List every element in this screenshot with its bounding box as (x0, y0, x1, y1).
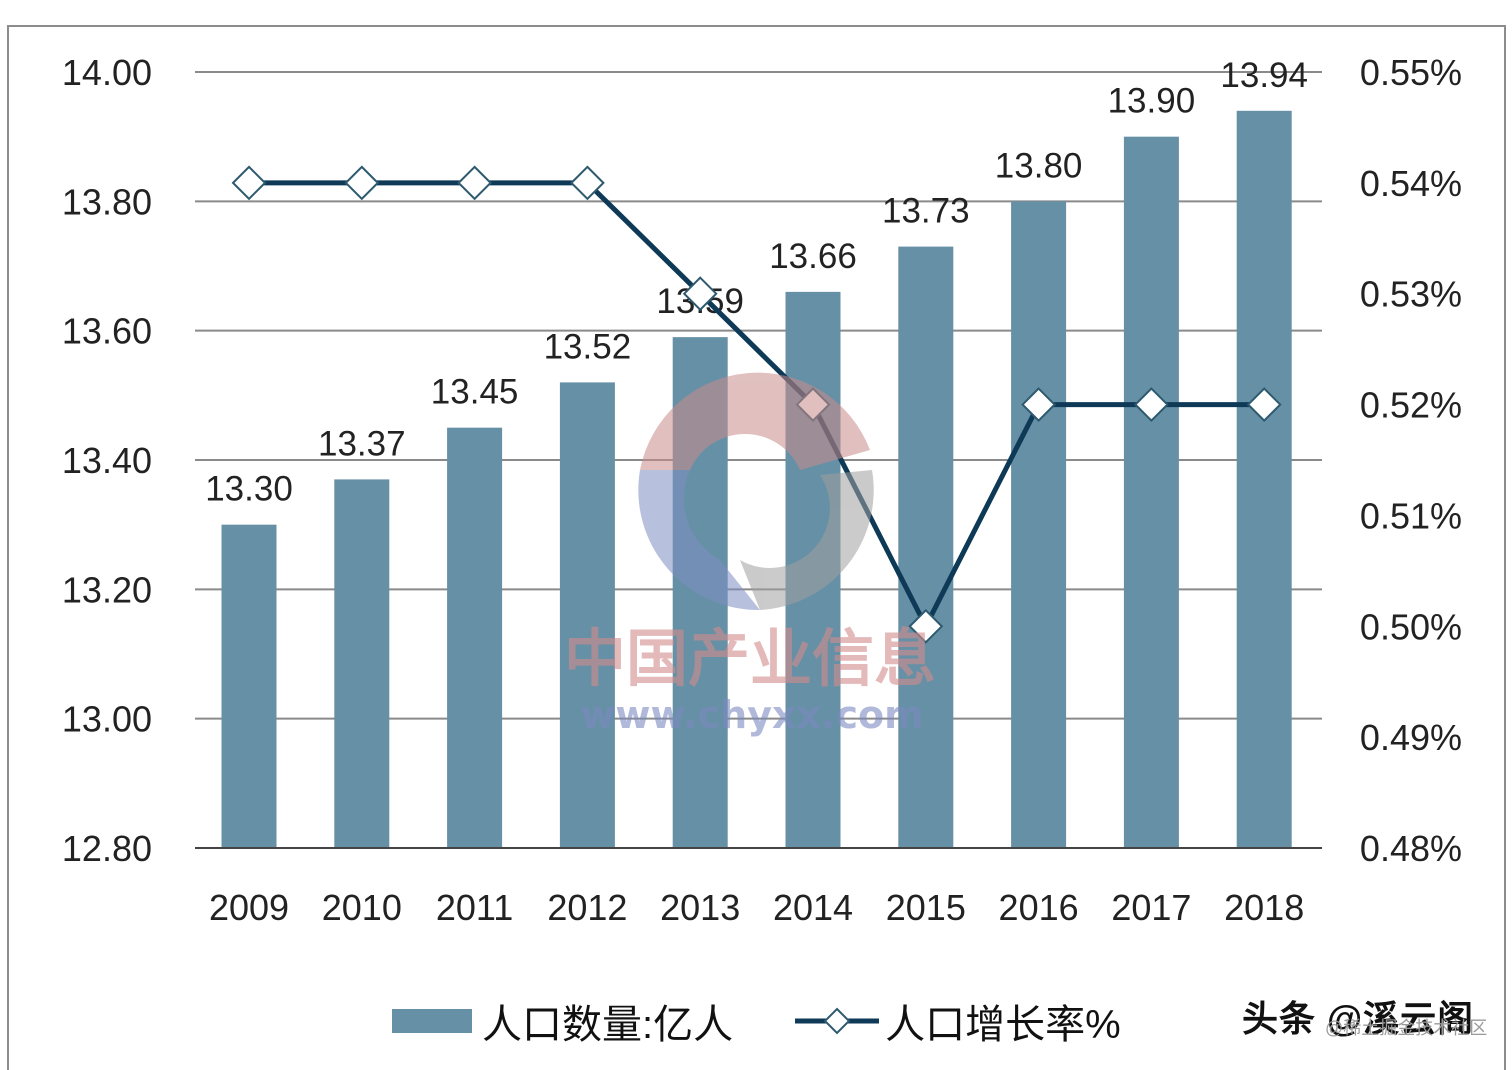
bar-2009 (221, 524, 277, 848)
bar-value-label: 13.37 (318, 424, 406, 463)
growth-rate-line (249, 180, 1265, 632)
x-axis-tick: 2009 (209, 887, 289, 928)
right-axis-tick: 0.49% (1360, 717, 1462, 758)
bar-2012 (559, 382, 615, 848)
legend-label-population: 人口数量:亿人 (482, 1003, 734, 1047)
bar-value-label: 13.94 (1220, 56, 1308, 95)
diamond-marker-icon (1021, 387, 1057, 422)
right-axis-tick: 0.48% (1360, 828, 1462, 869)
bar-value-label: 13.66 (769, 237, 857, 276)
x-axis-tick: 2015 (886, 887, 966, 928)
line-diamond-swatch-icon (795, 1007, 880, 1035)
x-axis-tick: 2011 (436, 887, 513, 928)
bar-value-label: 13.52 (544, 327, 632, 366)
bar-value-label: 13.30 (205, 470, 293, 509)
left-axis-tick: 13.60 (62, 311, 152, 352)
bar-2016 (1011, 201, 1067, 849)
right-axis-tick: 0.51% (1360, 495, 1462, 536)
bar-2013 (672, 337, 728, 848)
left-axis-tick: 14.00 (62, 52, 152, 93)
left-axis-tick: 12.80 (62, 828, 152, 869)
bar-value-label: 13.90 (1108, 82, 1196, 121)
x-axis-tick: 2017 (1111, 887, 1191, 928)
bar-value-label: 13.80 (995, 146, 1083, 185)
legend-label-growth-rate: 人口增长率% (885, 1003, 1121, 1047)
left-axis-tick: 13.40 (62, 440, 152, 481)
diamond-marker-icon (1133, 387, 1169, 422)
x-axis-tick: 2013 (660, 887, 740, 928)
bar-2015 (898, 246, 954, 849)
x-axis-tick: 2014 (773, 887, 853, 928)
legend-item-population: 人口数量:亿人 (392, 992, 733, 1050)
chart-frame (7, 25, 1506, 1070)
x-axis-tick: 2012 (547, 887, 627, 928)
diamond-marker-icon (344, 165, 380, 201)
bar-2017 (1123, 136, 1179, 848)
x-axis-tick: 2010 (322, 887, 402, 928)
left-axis-tick: 13.00 (62, 699, 152, 740)
chart-legend: 人口数量:亿人 人口增长率% (392, 992, 1183, 1050)
diamond-marker-icon (457, 165, 493, 201)
source-credit-sub: @稀土掘金技术社区 (1325, 1018, 1488, 1038)
right-axis-tick: 0.55% (1360, 52, 1462, 93)
bar-2018 (1236, 110, 1292, 849)
diamond-marker-icon (1246, 387, 1282, 422)
right-axis-tick: 0.54% (1360, 163, 1462, 204)
bar-swatch-icon (392, 1009, 472, 1033)
x-axis-tick: 2016 (999, 887, 1079, 928)
right-axis-tick: 0.52% (1360, 385, 1462, 426)
diamond-marker-icon (908, 608, 944, 644)
left-axis-tick: 13.80 (62, 181, 152, 222)
bar-value-label: 13.73 (882, 192, 970, 231)
right-axis-tick: 0.50% (1360, 606, 1462, 647)
bar-2011 (447, 427, 503, 848)
right-axis-tick: 0.53% (1360, 274, 1462, 315)
x-axis-tick: 2018 (1224, 887, 1304, 928)
diamond-marker-icon (569, 165, 605, 201)
bar-2014 (785, 291, 841, 848)
diamond-marker-icon (682, 276, 718, 312)
legend-item-growth-rate: 人口增长率% (795, 992, 1121, 1050)
bar-2010 (334, 479, 390, 848)
source-credit: 头条 @溪云阁 (1242, 998, 1475, 1039)
bar-value-label: 13.45 (431, 373, 519, 412)
left-axis-tick: 13.20 (62, 569, 152, 610)
diamond-marker-icon (231, 165, 267, 201)
